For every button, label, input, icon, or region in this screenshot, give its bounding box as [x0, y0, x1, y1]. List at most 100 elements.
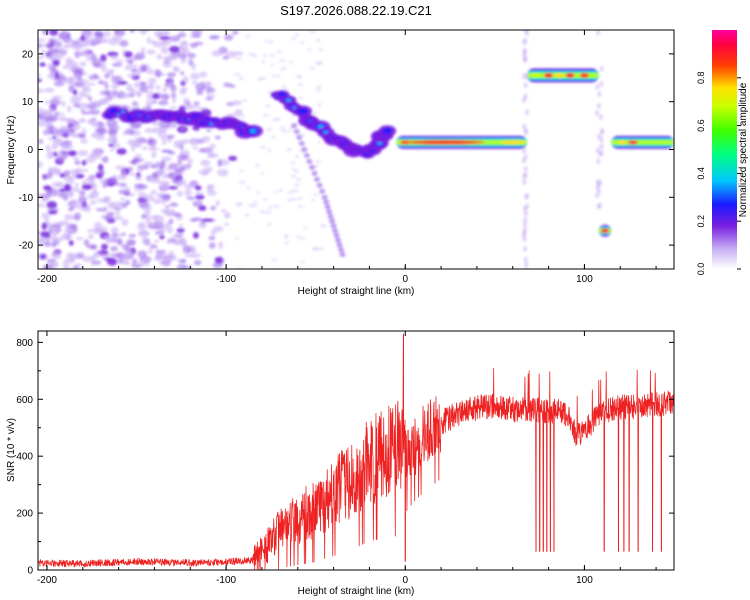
- noise-blob: [224, 211, 231, 219]
- noise-blob: [136, 165, 145, 172]
- noise-blob: [599, 143, 604, 150]
- noise-blob: [73, 102, 81, 108]
- noise-blob: [63, 183, 72, 192]
- noise-blob: [116, 252, 125, 259]
- noise-blob: [522, 229, 527, 236]
- noise-blob: [264, 211, 272, 215]
- noise-blob: [598, 150, 603, 157]
- noise-blob: [287, 198, 293, 202]
- noise-blob: [88, 74, 96, 81]
- noise-blob: [120, 170, 127, 178]
- noise-blob: [93, 222, 103, 229]
- noise-blob: [198, 148, 205, 153]
- noise-blob: [245, 34, 251, 38]
- noise-blob: [46, 154, 56, 159]
- noise-blob: [106, 239, 112, 244]
- noise-blob: [110, 201, 121, 208]
- noise-blob: [46, 201, 58, 209]
- noise-blob: [134, 52, 146, 60]
- noise-blob: [52, 166, 58, 174]
- noise-blob: [68, 85, 75, 93]
- band-peak: [404, 140, 485, 145]
- noise-blob: [236, 202, 243, 206]
- track-blob: [297, 108, 309, 115]
- noise-blob: [175, 240, 182, 244]
- noise-blob: [40, 254, 46, 260]
- noise-blob: [183, 183, 195, 189]
- noise-blob: [100, 254, 109, 259]
- noise-blob: [165, 31, 171, 36]
- y-tick-label: 10: [22, 97, 34, 108]
- noise-blob: [70, 95, 83, 102]
- noise-blob: [117, 33, 123, 41]
- noise-blob: [166, 134, 175, 139]
- noise-blob: [154, 230, 165, 235]
- noise-blob: [177, 264, 186, 269]
- noise-blob: [103, 30, 111, 38]
- noise-blob: [95, 207, 107, 212]
- noise-blob: [40, 110, 46, 119]
- noise-blob: [78, 117, 87, 123]
- noise-blob: [158, 160, 166, 169]
- noise-blob: [281, 85, 286, 89]
- noise-blob: [67, 207, 75, 212]
- noise-blob: [259, 145, 267, 149]
- noise-blob: [126, 239, 136, 247]
- noise-blob: [117, 238, 123, 246]
- noise-blob: [78, 90, 87, 97]
- noise-blob: [155, 84, 161, 91]
- noise-blob: [524, 203, 529, 210]
- noise-blob: [215, 199, 220, 207]
- x-tick-label: 0: [402, 274, 408, 285]
- noise-blob: [193, 260, 202, 266]
- noise-blob: [132, 157, 139, 165]
- noise-blob: [522, 147, 527, 154]
- noise-blob: [246, 186, 251, 190]
- noise-blob: [158, 227, 164, 231]
- noise-blob: [208, 235, 216, 241]
- noise-blob: [252, 54, 258, 58]
- x-tick-label: 100: [576, 575, 593, 586]
- noise-blob: [53, 237, 62, 243]
- noise-blob: [124, 51, 133, 58]
- noise-blob: [180, 125, 187, 131]
- noise-blob: [119, 182, 127, 188]
- x-tick-label: -200: [37, 575, 57, 586]
- band-peak: [544, 72, 554, 78]
- noise-blob: [316, 103, 323, 107]
- noise-blob: [315, 88, 322, 92]
- noise-blob: [271, 135, 276, 139]
- noise-blob: [523, 82, 528, 89]
- noise-blob: [62, 65, 69, 70]
- noise-blob: [298, 96, 303, 100]
- noise-blob: [210, 205, 216, 211]
- noise-blob: [254, 164, 261, 168]
- noise-blob: [260, 172, 265, 176]
- snr-x-label: Height of straight line (km): [298, 586, 415, 597]
- noise-blob: [182, 97, 190, 104]
- colorbar-ticks: 0.0 0.2 0.4 0.6 0.8: [696, 72, 741, 275]
- noise-blob: [153, 220, 164, 229]
- noise-blob: [74, 160, 81, 166]
- noise-blob: [213, 225, 224, 232]
- noise-blob: [596, 30, 601, 36]
- noise-blob: [293, 169, 299, 173]
- noise-blob: [78, 190, 86, 196]
- track-blob: [332, 228, 339, 234]
- noise-blob: [132, 141, 138, 149]
- y-tick-label: 0: [27, 566, 33, 577]
- track-blob: [311, 170, 318, 176]
- noise-blob: [49, 106, 55, 111]
- noise-blob: [106, 211, 115, 216]
- noise-blob: [122, 258, 129, 265]
- noise-blob: [167, 250, 175, 259]
- noise-blob: [168, 162, 179, 170]
- noise-blob: [524, 261, 529, 268]
- noise-blob: [149, 243, 157, 247]
- noise-blob: [59, 220, 70, 226]
- noise-blob: [170, 55, 178, 61]
- noise-blob: [231, 100, 242, 106]
- noise-blob: [77, 79, 90, 83]
- noise-blob: [311, 198, 315, 202]
